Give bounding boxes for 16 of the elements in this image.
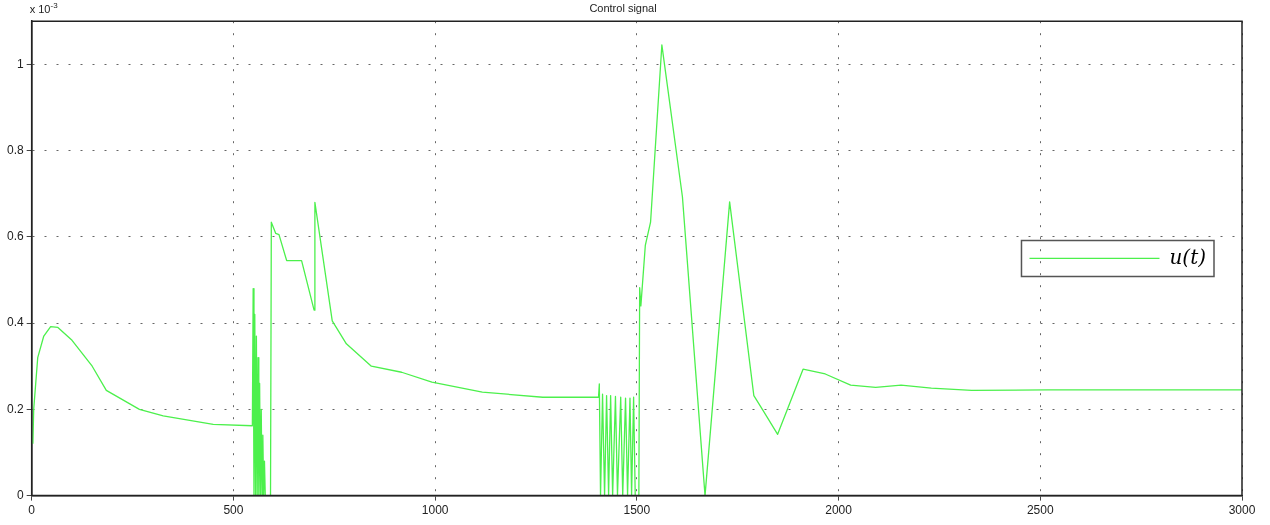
- y-tick-label: 0.6: [6, 229, 24, 244]
- y-tick-label: 1: [16, 56, 24, 71]
- y-tick-label: 0.4: [6, 315, 24, 330]
- chart-title: Control signal: [589, 1, 657, 14]
- x-tick-label: 2000: [825, 503, 853, 518]
- x-tick-label: 1500: [623, 503, 651, 518]
- x-tick-label: 1000: [421, 503, 449, 518]
- x-tick-label: 3000: [1228, 503, 1256, 518]
- text: x 10$^{-3}$: [29, 1, 58, 15]
- x-tick-label: 2500: [1026, 503, 1054, 518]
- y-tick-label: 0.8: [6, 142, 24, 157]
- y-tick-label: 0.2: [6, 401, 24, 416]
- y-tick-label: 0: [16, 487, 24, 502]
- x-tick-label: 0: [28, 503, 36, 518]
- x-tick-label: 500: [223, 503, 244, 518]
- text: u(t): [1169, 244, 1207, 269]
